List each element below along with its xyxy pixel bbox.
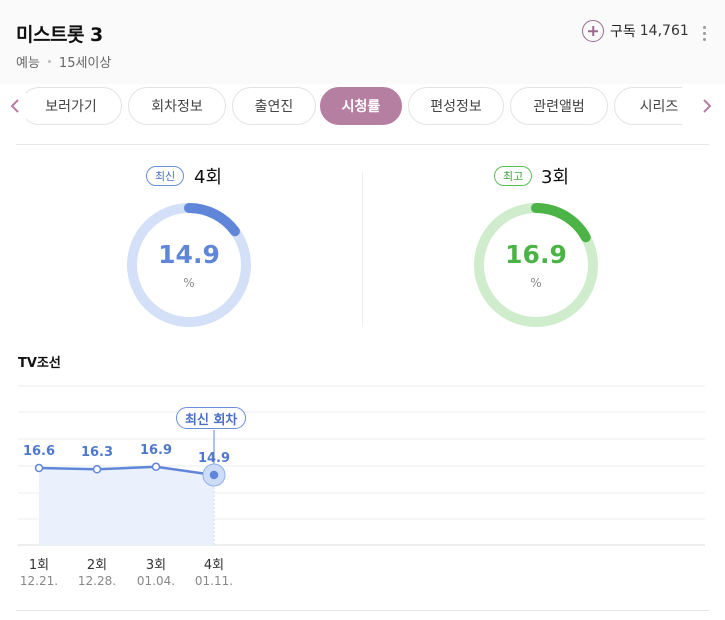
more-options-icon[interactable] bbox=[703, 26, 707, 42]
chevron-left-icon[interactable] bbox=[8, 98, 22, 114]
x-tick-date: 12.21. bbox=[19, 574, 59, 588]
age-rating-label: 15세이상 bbox=[58, 56, 112, 71]
genre-label: 예능 bbox=[16, 56, 40, 71]
highlight-guide bbox=[213, 430, 215, 475]
subscribe-label: 구독 bbox=[610, 24, 636, 40]
x-tick-episode: 2회 bbox=[86, 558, 108, 573]
best-episode: 3회 bbox=[541, 167, 570, 188]
best-badge: 최고 bbox=[494, 166, 533, 186]
program-header: 미스트롯 3 예능 15세이상 구독 14,761 bbox=[0, 0, 725, 84]
x-tick-episode: 3회 bbox=[145, 558, 167, 573]
program-meta: 예능 15세이상 bbox=[16, 52, 111, 71]
channel-label: TV조선 bbox=[18, 356, 61, 371]
latest-rating-value: 14.9 bbox=[158, 240, 220, 269]
latest-episode-tooltip: 최신 회차 bbox=[176, 407, 247, 429]
section-divider bbox=[16, 144, 709, 145]
tab-series[interactable]: 시리즈 bbox=[614, 87, 682, 125]
latest-episode: 4회 bbox=[194, 167, 223, 188]
latest-rating-unit: % bbox=[183, 276, 195, 290]
series-line bbox=[38, 465, 215, 477]
tab-cast[interactable]: 출연진 bbox=[232, 87, 316, 125]
summary-divider bbox=[362, 172, 363, 327]
subscriber-count: 14,761 bbox=[639, 23, 689, 39]
data-point bbox=[209, 470, 219, 480]
tab-watch[interactable]: 보러가기 bbox=[26, 87, 122, 125]
best-rating-ring: 16.9 % bbox=[471, 200, 601, 330]
x-tick-date: 01.04. bbox=[136, 574, 176, 588]
x-tick-date: 12.28. bbox=[77, 574, 117, 588]
best-ring-arc bbox=[474, 203, 598, 327]
best-rating-value: 16.9 bbox=[505, 240, 567, 269]
tab-strip: 보러가기 회차정보 출연진 시청률 편성정보 관련앨범 시리즈 bbox=[26, 86, 682, 128]
tab-schedule[interactable]: 편성정보 bbox=[408, 87, 504, 125]
series-area bbox=[39, 466, 214, 545]
x-tick-episode: 1회 bbox=[28, 558, 50, 573]
chevron-right-icon[interactable] bbox=[700, 98, 714, 114]
section-divider-bottom bbox=[16, 610, 709, 611]
program-title: 미스트롯 3 bbox=[16, 24, 103, 46]
meta-separator bbox=[47, 60, 51, 63]
tab-episodes[interactable]: 회차정보 bbox=[128, 87, 226, 125]
latest-ring-arc bbox=[127, 203, 251, 327]
ratings-line-chart bbox=[18, 385, 705, 546]
plus-icon bbox=[582, 20, 604, 42]
x-tick-date: 01.11. bbox=[194, 574, 234, 588]
tab-bar: 보러가기 회차정보 출연진 시청률 편성정보 관련앨범 시리즈 bbox=[0, 86, 725, 128]
best-rating-unit: % bbox=[530, 276, 542, 290]
latest-rating-ring: 14.9 % bbox=[124, 200, 254, 330]
data-label: 16.3 bbox=[80, 445, 114, 461]
data-label: 14.9 bbox=[197, 451, 231, 466]
x-tick-episode: 4회 bbox=[203, 558, 225, 573]
data-point bbox=[34, 463, 44, 473]
data-label: 16.6 bbox=[22, 444, 56, 460]
data-label: 16.9 bbox=[139, 442, 173, 458]
data-point bbox=[151, 462, 161, 472]
subscribe-button[interactable]: 구독 14,761 bbox=[582, 20, 689, 42]
tab-albums[interactable]: 관련앨범 bbox=[510, 87, 608, 125]
tab-ratings[interactable]: 시청률 bbox=[320, 87, 402, 125]
data-point bbox=[92, 465, 102, 474]
latest-badge: 최신 bbox=[146, 166, 185, 186]
